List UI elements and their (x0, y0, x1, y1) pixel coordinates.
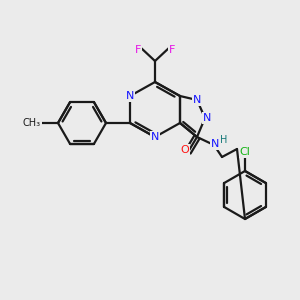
Text: H: H (220, 135, 228, 145)
Text: N: N (151, 132, 159, 142)
Text: F: F (135, 45, 141, 55)
Text: O: O (181, 145, 189, 155)
Text: F: F (169, 45, 175, 55)
Text: N: N (203, 113, 211, 123)
Text: N: N (193, 95, 201, 105)
Text: Cl: Cl (240, 147, 250, 157)
Text: N: N (211, 139, 219, 149)
Text: N: N (126, 91, 134, 101)
Text: CH₃: CH₃ (23, 118, 41, 128)
